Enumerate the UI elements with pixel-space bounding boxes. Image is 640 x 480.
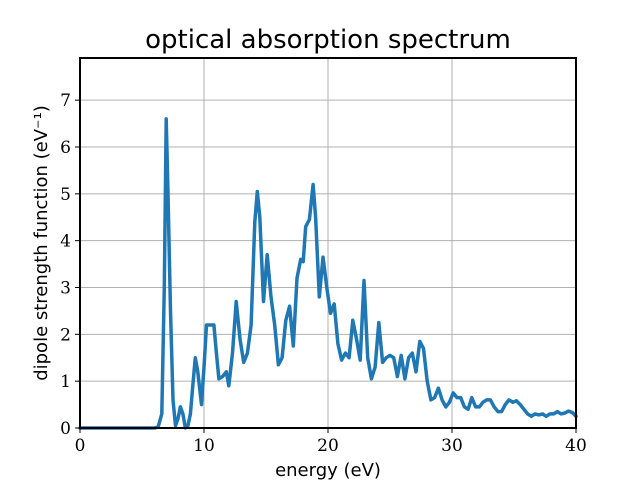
ticks: 0 10 20 30 40 0 1 2 3 4 5 6 7: [60, 91, 587, 456]
y-tick-label: 5: [60, 185, 71, 205]
y-tick-label: 1: [60, 372, 71, 392]
x-tick-label: 20: [317, 436, 339, 456]
grid: [79, 58, 577, 429]
chart-title: optical absorption spectrum: [145, 25, 511, 55]
series-layer: [78, 117, 578, 430]
series-line: [78, 117, 578, 430]
y-tick-label: 4: [60, 232, 71, 252]
y-tick-label: 7: [60, 91, 71, 111]
y-tick-label: 3: [60, 278, 71, 298]
y-tick-label: 6: [60, 138, 71, 158]
y-axis-label: dipole strength function (eV⁻¹): [31, 105, 52, 381]
y-tick-label: 0: [60, 419, 71, 439]
x-tick-label: 40: [565, 436, 587, 456]
x-tick-label: 0: [75, 436, 86, 456]
y-tick-label: 2: [60, 325, 71, 345]
x-axis-label: energy (eV): [275, 460, 381, 480]
x-tick-label: 10: [193, 436, 215, 456]
x-tick-label: 30: [441, 436, 463, 456]
